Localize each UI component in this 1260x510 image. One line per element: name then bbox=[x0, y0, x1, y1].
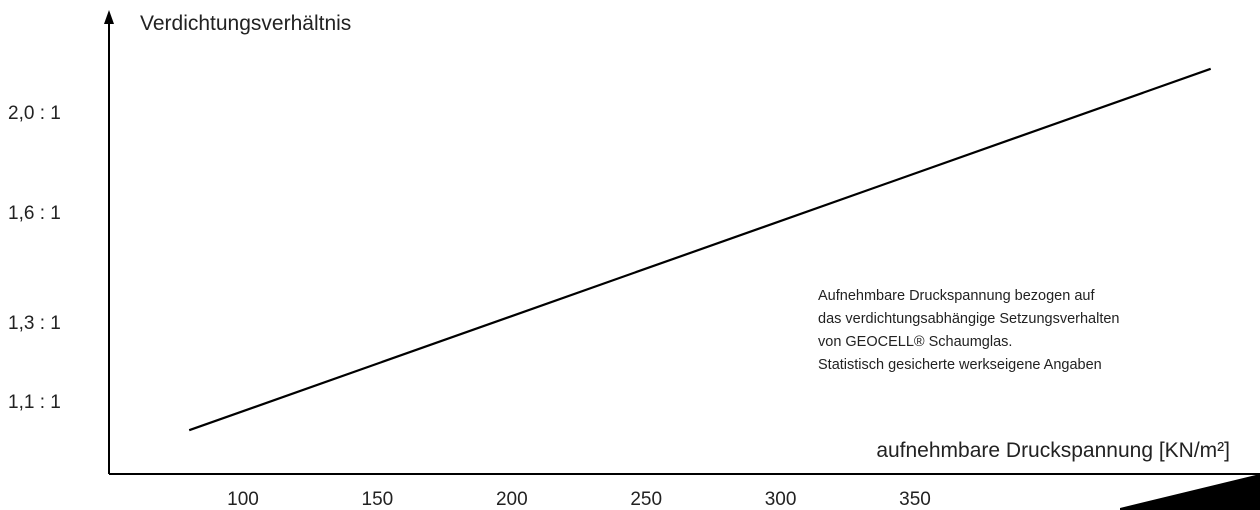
x-tick-labels: 100 150 200 250 300 350 bbox=[227, 489, 931, 510]
x-tick-label: 300 bbox=[765, 489, 797, 510]
y-tick-label: 1,1 : 1 bbox=[8, 392, 61, 413]
x-tick-label: 200 bbox=[496, 489, 528, 510]
annotation-line: von GEOCELL® Schaumglas. bbox=[818, 334, 1013, 350]
x-tick-label: 150 bbox=[362, 489, 394, 510]
y-tick-labels: 1,1 : 1 1,3 : 1 1,6 : 1 2,0 : 1 bbox=[8, 103, 61, 413]
series-line bbox=[188, 67, 1212, 432]
y-axis-title: Verdichtungsverhältnis bbox=[140, 12, 351, 35]
x-tick-label: 350 bbox=[899, 489, 931, 510]
x-axis-title: aufnehmbare Druckspannung [KN/m²] bbox=[876, 439, 1230, 462]
annotation-note: Aufnehmbare Druckspannung bezogen auf da… bbox=[818, 285, 1238, 377]
y-tick-label: 2,0 : 1 bbox=[8, 103, 61, 124]
x-tick-label: 100 bbox=[227, 489, 259, 510]
series-layer bbox=[188, 67, 1212, 432]
annotation-line: das verdichtungsabhängige Setzungsverhal… bbox=[818, 311, 1120, 327]
y-tick-label: 1,6 : 1 bbox=[8, 203, 61, 224]
x-tick-label: 250 bbox=[630, 489, 662, 510]
y-axis-arrowhead-icon bbox=[104, 10, 114, 24]
annotation-line: Aufnehmbare Druckspannung bezogen auf bbox=[818, 288, 1095, 304]
annotation-line: Statistisch gesicherte werkseigene Angab… bbox=[818, 357, 1102, 373]
y-tick-label: 1,3 : 1 bbox=[8, 313, 61, 334]
x-axis-arrowhead-icon bbox=[1120, 474, 1260, 510]
